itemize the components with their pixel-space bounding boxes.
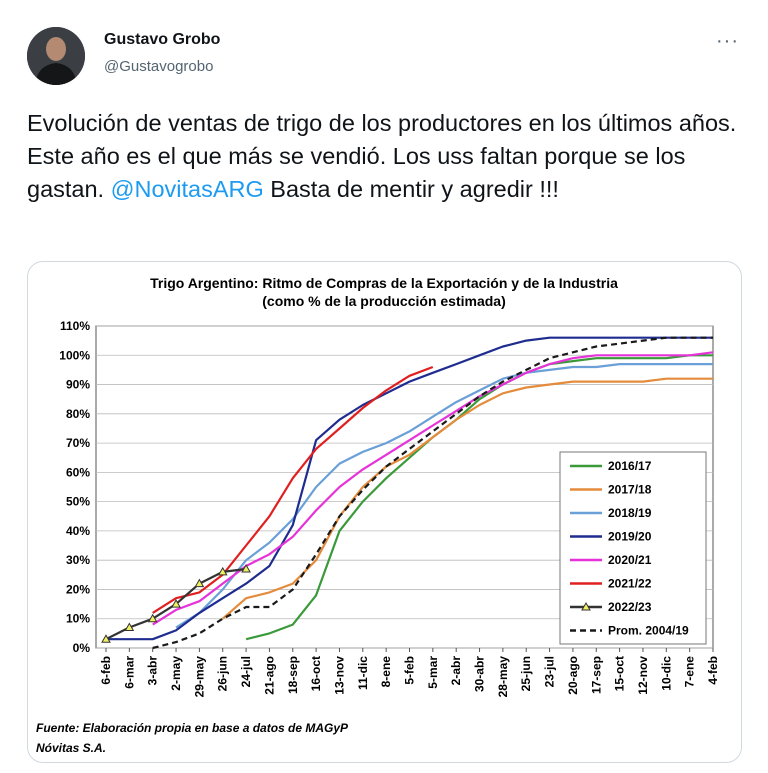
x-tick-label: 6-feb: [99, 656, 113, 685]
x-tick-label: 29-may: [192, 656, 206, 698]
legend-box: [559, 451, 707, 645]
y-tick-label: 50%: [66, 495, 90, 509]
y-tick-label: 70%: [66, 436, 90, 450]
avatar-photo: [27, 27, 85, 85]
x-tick-label: 7-ene: [683, 656, 697, 688]
chart-legend: 2016/17 2017/18 2018/19 2019/20 2020/21 2021/…: [559, 451, 707, 645]
y-tick-label: 0%: [73, 641, 91, 655]
x-tick-label: 6-mar: [122, 656, 136, 689]
x-tick-label: 10-dic: [659, 656, 673, 691]
x-tick-label: 26-jun: [216, 656, 230, 691]
x-tick-label: 4-feb: [706, 656, 720, 685]
series-point: [194, 578, 205, 588]
y-tick-label: 30%: [66, 553, 90, 567]
series-point: [241, 563, 251, 573]
x-tick-label: 17-sep: [589, 656, 603, 694]
x-tick-label: 24-jul: [239, 656, 253, 687]
chart-subtitle: (como % de la producción estimada): [262, 293, 506, 309]
y-tick-label: 80%: [66, 407, 90, 421]
series-line-7: [152, 336, 713, 650]
series-point: [147, 613, 158, 623]
tweet-text-body: Evolución de ventas de trigo de los prod…: [27, 110, 737, 202]
tweet-text-tail: Basta de mentir y agredir !!!: [263, 176, 559, 202]
chart-title: Trigo Argentino: Ritmo de Compras de la …: [150, 275, 618, 291]
chart-source-line2: Nóvitas S.A.: [36, 741, 106, 755]
author-avatar[interactable]: [27, 27, 85, 85]
x-tick-label: 5-mar: [426, 656, 440, 689]
more-options-icon[interactable]: ···: [716, 30, 739, 52]
legend-label: 2017/18: [608, 483, 652, 497]
series-line-1: [221, 377, 713, 620]
series-line-0: [245, 354, 713, 641]
x-tick-label: 21-ago: [262, 656, 276, 695]
legend-label: 2020/21: [608, 553, 652, 567]
wheat-sales-chart: Trigo Argentino: Ritmo de Compras de la …: [36, 275, 720, 755]
y-tick-label: 20%: [66, 582, 90, 596]
series-point: [171, 599, 181, 608]
series-point: [101, 634, 111, 643]
series-line-5: [152, 365, 434, 614]
x-tick-label: 20-ago: [566, 656, 580, 695]
series-point: [217, 566, 228, 576]
legend-label: 2016/17: [608, 459, 652, 473]
series-line-3: [106, 336, 713, 641]
x-tick-label: 3-abr: [146, 656, 160, 686]
x-tick-label: 2-abr: [449, 656, 463, 686]
y-tick-label: 40%: [66, 524, 90, 538]
x-tick-label: 25-jun: [519, 656, 533, 691]
x-tick-label: 23-jul: [543, 656, 557, 687]
y-tick-label: 100%: [59, 348, 90, 362]
chart-source-line1: Fuente: Elaboración propia en base a dat…: [36, 721, 349, 735]
legend-label: 2021/22: [608, 577, 652, 591]
x-tick-label: 30-abr: [473, 656, 487, 692]
x-tick-label: 13-nov: [332, 656, 346, 695]
legend-label: Prom. 2004/19: [608, 624, 689, 638]
y-tick-label: 110%: [60, 319, 90, 333]
legend-label: 2019/20: [608, 530, 652, 544]
x-tick-label: 8-ene: [379, 656, 393, 688]
author-name[interactable]: Gustavo Grobo: [104, 31, 221, 48]
y-tick-label: 60%: [66, 465, 90, 479]
series-line-2: [175, 363, 713, 629]
legend-label: 2022/23: [608, 600, 652, 614]
mention-link[interactable]: @NovitasARG: [110, 176, 264, 202]
x-tick-label: 28-may: [496, 656, 510, 698]
tweet-text: Evolución de ventas de trigo de los prod…: [27, 107, 737, 206]
author-handle[interactable]: @Gustavogrobo: [104, 58, 214, 75]
legend-label: 2018/19: [608, 506, 652, 520]
y-axis-ticks: 0% 10% 20% 30% 40% 50% 60% 70% 80% 90% 100% 110%: [59, 319, 90, 655]
series-point: [124, 622, 135, 632]
tweet-image[interactable]: Trigo Argentino: Ritmo de Compras de la …: [27, 261, 742, 763]
x-tick-label: 16-oct: [309, 656, 323, 691]
x-tick-label: 15-oct: [613, 656, 627, 691]
x-tick-label: 18-sep: [286, 656, 300, 694]
x-axis-ticks: 6-feb 6-mar 3-abr 2-may 29-may 26-jun 24-jul 21…: [99, 648, 720, 697]
y-tick-label: 90%: [66, 378, 90, 392]
legend-marker: [581, 601, 591, 611]
x-tick-label: 2-may: [169, 656, 183, 691]
series-lines: [101, 336, 714, 650]
x-tick-label: 11-dic: [356, 656, 370, 690]
y-tick-label: 10%: [66, 612, 90, 626]
x-tick-label: 12-nov: [636, 656, 650, 695]
x-tick-label: 5-feb: [403, 656, 417, 685]
